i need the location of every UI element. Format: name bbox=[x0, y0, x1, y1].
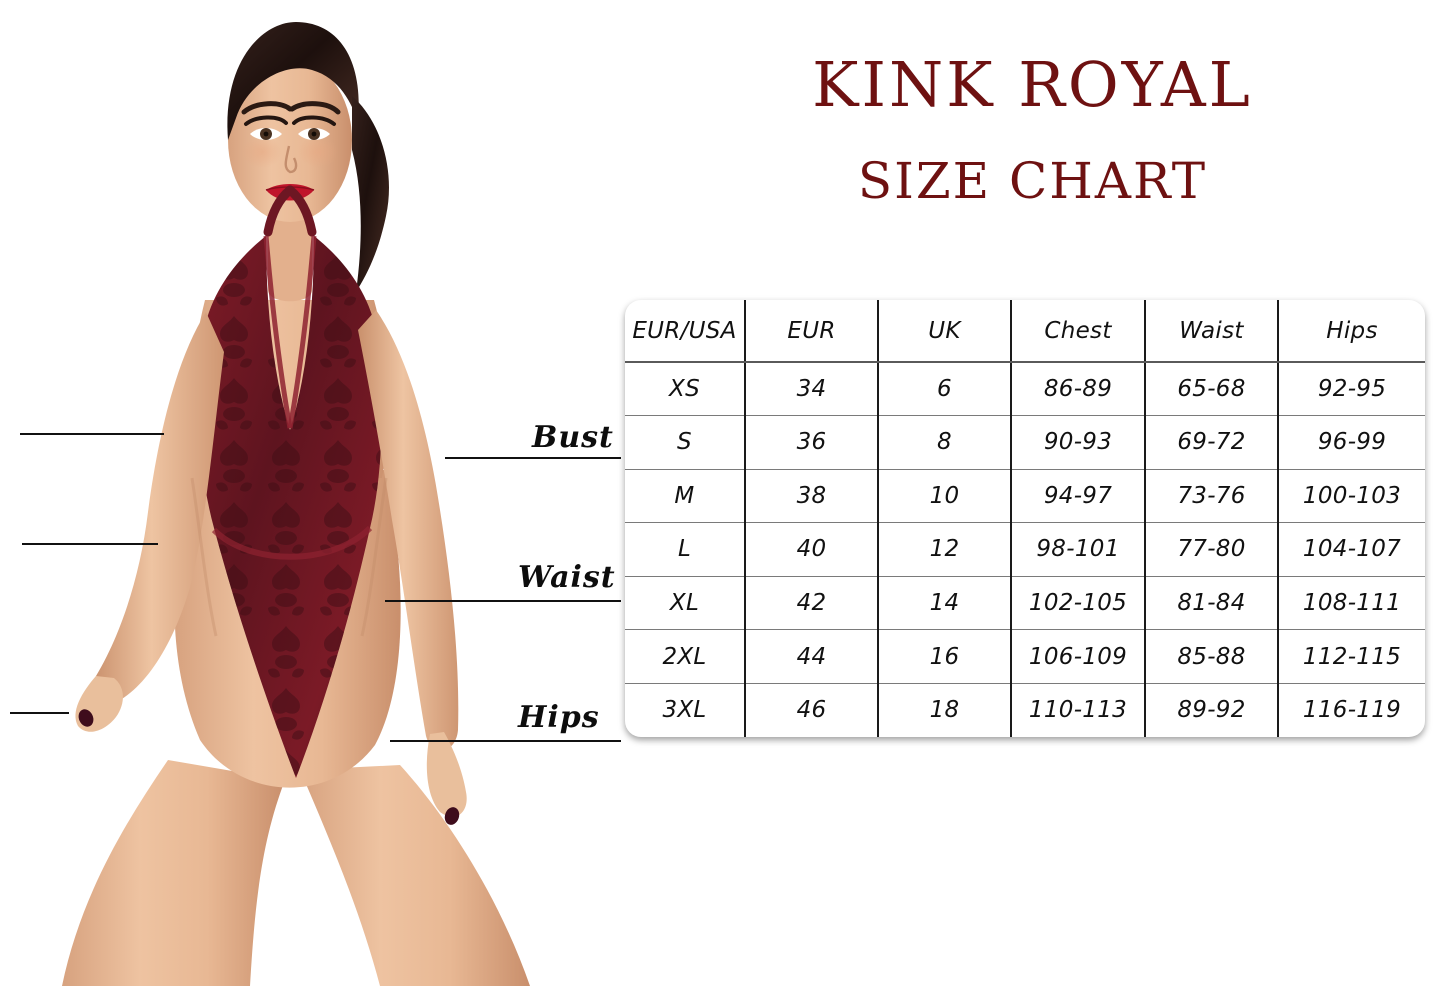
model-arm-left bbox=[91, 312, 224, 706]
table-row: 2XL 44 16 106-109 85-88 112-115 bbox=[625, 629, 1425, 684]
hips-guide-line-right bbox=[390, 740, 621, 742]
cell-eur: 40 bbox=[745, 522, 879, 577]
cell-chest: 94-97 bbox=[1011, 469, 1146, 524]
cell-size: XS bbox=[625, 362, 746, 417]
size-table-card: EUR/USA EUR UK Chest Waist Hips XS 34 6 … bbox=[625, 300, 1425, 737]
model-brow-left bbox=[241, 101, 293, 115]
model-brow-right bbox=[289, 101, 341, 115]
cell-size: 2XL bbox=[625, 629, 746, 684]
model-nail-right bbox=[444, 807, 460, 825]
cell-waist: 65-68 bbox=[1145, 362, 1279, 417]
size-table-header: EUR/USA EUR UK Chest Waist Hips bbox=[625, 300, 1425, 363]
column-header-eur-usa: EUR/USA bbox=[625, 300, 746, 363]
model-photo-pane bbox=[0, 0, 620, 986]
model-arm-right bbox=[358, 310, 459, 751]
chart-title: SIZE CHART bbox=[857, 152, 1208, 211]
cell-uk: 12 bbox=[878, 522, 1012, 577]
cell-uk: 8 bbox=[878, 415, 1012, 470]
waist-guide-line-left bbox=[22, 543, 158, 545]
cell-chest: 86-89 bbox=[1011, 362, 1146, 417]
model-right-leg bbox=[300, 765, 530, 986]
cell-waist: 85-88 bbox=[1145, 629, 1279, 684]
cell-uk: 18 bbox=[878, 683, 1012, 737]
model-eyes bbox=[244, 115, 336, 140]
brand-title: KINK ROYAL bbox=[812, 48, 1253, 121]
table-row: M 38 10 94-97 73-76 100-103 bbox=[625, 469, 1425, 524]
table-row: XL 42 14 102-105 81-84 108-111 bbox=[625, 576, 1425, 631]
cell-chest: 102-105 bbox=[1011, 576, 1146, 631]
cell-size: S bbox=[625, 415, 746, 470]
hips-label: Hips bbox=[518, 700, 600, 735]
cell-eur: 34 bbox=[745, 362, 879, 417]
cell-chest: 110-113 bbox=[1011, 683, 1146, 737]
table-row: 3XL 46 18 110-113 89-92 116-119 bbox=[625, 683, 1425, 737]
table-row: L 40 12 98-101 77-80 104-107 bbox=[625, 522, 1425, 577]
waist-guide-line-right bbox=[385, 600, 621, 602]
cell-size: M bbox=[625, 469, 746, 524]
waist-label: Waist bbox=[518, 560, 616, 595]
cell-waist: 81-84 bbox=[1145, 576, 1279, 631]
size-table: EUR/USA EUR UK Chest Waist Hips XS 34 6 … bbox=[625, 300, 1425, 737]
cell-waist: 77-80 bbox=[1145, 522, 1279, 577]
cell-size: XL bbox=[625, 576, 746, 631]
title-block: KINK ROYAL SIZE CHART bbox=[620, 0, 1445, 208]
column-header-hips: Hips bbox=[1278, 300, 1425, 363]
cell-waist: 73-76 bbox=[1145, 469, 1279, 524]
model-head bbox=[228, 58, 352, 222]
cell-eur: 36 bbox=[745, 415, 879, 470]
cell-uk: 6 bbox=[878, 362, 1012, 417]
cell-uk: 16 bbox=[878, 629, 1012, 684]
column-header-waist: Waist bbox=[1145, 300, 1279, 363]
cell-size: 3XL bbox=[625, 683, 746, 737]
model-hand-right bbox=[426, 732, 467, 817]
table-row: S 36 8 90-93 69-72 96-99 bbox=[625, 415, 1425, 470]
model-nail-left bbox=[78, 709, 94, 727]
cell-waist: 89-92 bbox=[1145, 683, 1279, 737]
cell-size: L bbox=[625, 522, 746, 577]
column-header-uk: UK bbox=[878, 300, 1012, 363]
table-row: XS 34 6 86-89 65-68 92-95 bbox=[625, 362, 1425, 417]
cell-eur: 44 bbox=[745, 629, 879, 684]
column-header-eur: EUR bbox=[745, 300, 879, 363]
size-table-body: XS 34 6 86-89 65-68 92-95 S 36 8 90-93 6… bbox=[625, 362, 1425, 737]
hips-guide-line-left bbox=[10, 712, 69, 714]
cell-hips: 108-111 bbox=[1278, 576, 1425, 631]
model-left-leg bbox=[62, 760, 285, 986]
model-ponytail bbox=[352, 96, 389, 292]
cell-chest: 90-93 bbox=[1011, 415, 1146, 470]
bust-label: Bust bbox=[532, 420, 614, 455]
cell-eur: 46 bbox=[745, 683, 879, 737]
table-header-row: EUR/USA EUR UK Chest Waist Hips bbox=[625, 300, 1425, 363]
cell-eur: 38 bbox=[745, 469, 879, 524]
cell-hips: 96-99 bbox=[1278, 415, 1425, 470]
cell-chest: 106-109 bbox=[1011, 629, 1146, 684]
cell-hips: 116-119 bbox=[1302, 697, 1402, 724]
cell-uk: 10 bbox=[878, 469, 1012, 524]
cell-hips: 112-115 bbox=[1278, 629, 1425, 684]
cell-uk: 14 bbox=[878, 576, 1012, 631]
bust-guide-line-left bbox=[20, 433, 164, 435]
model-nose bbox=[284, 145, 298, 174]
cell-hips: 104-107 bbox=[1278, 522, 1425, 577]
bust-guide-line-right bbox=[445, 457, 621, 459]
cell-chest: 98-101 bbox=[1011, 522, 1146, 577]
model-photo bbox=[0, 0, 620, 986]
model-hair bbox=[227, 22, 359, 140]
model-neck bbox=[268, 215, 312, 302]
cell-hips: 92-95 bbox=[1278, 362, 1425, 417]
column-header-chest: Chest bbox=[1011, 300, 1146, 363]
cell-waist: 69-72 bbox=[1145, 415, 1279, 470]
model-bodysuit bbox=[199, 185, 382, 778]
cell-hips: 100-103 bbox=[1278, 469, 1425, 524]
cell-eur: 42 bbox=[745, 576, 879, 631]
